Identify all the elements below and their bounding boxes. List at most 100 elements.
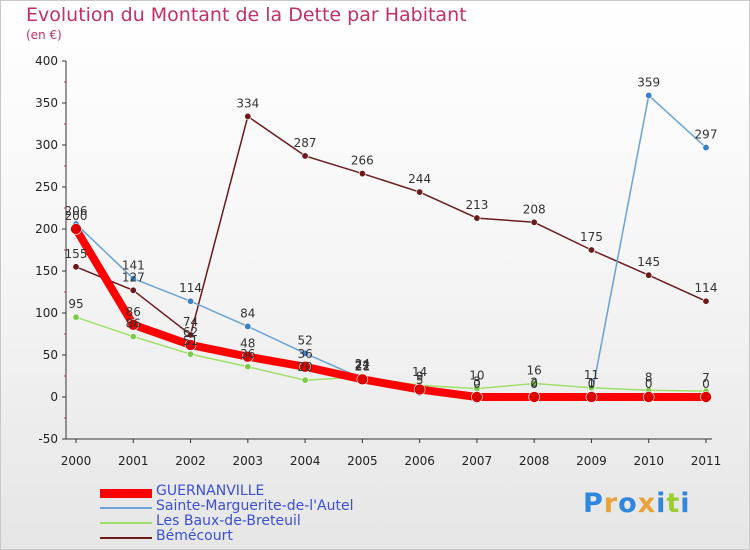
data-point [129,286,137,294]
y-tick-label: 400 [35,54,58,68]
data-point [587,246,595,254]
y-tick-label: 200 [35,222,58,236]
data-point [416,188,424,196]
data-label: 244 [408,172,431,186]
data-point [301,349,309,357]
data-label: 2 [530,375,538,389]
data-label: 1 [588,376,596,390]
data-label: 155 [65,247,88,261]
legend-label: Les Baux-de-Breteuil [156,513,301,529]
data-label: 297 [695,128,718,142]
legend-swatch [100,488,152,498]
data-label: 287 [294,136,317,150]
data-point [244,112,252,120]
data-label: 0 [530,377,538,391]
data-label: 200 [65,209,88,223]
chart-title: Evolution du Montant de la Dette par Hab… [26,4,467,26]
data-label: 11 [584,368,599,382]
data-label: 206 [65,204,88,218]
data-label: 0 [645,377,653,391]
data-point [413,383,426,396]
x-tick-label: 2004 [290,454,321,468]
data-point [184,339,197,351]
data-label: 175 [580,230,603,244]
logo-letter: x [637,488,657,519]
series-line [75,316,707,392]
x-tick-label: 2005 [347,454,378,468]
data-point [72,263,80,271]
data-point [127,318,140,331]
legend-swatch [100,522,152,524]
x-tick-label: 2008 [519,454,550,468]
data-label: 0 [702,377,710,391]
data-point [299,360,311,373]
data-label: 9 [416,369,424,383]
x-tick-label: 2011 [691,454,722,468]
data-label: 359 [637,75,660,89]
data-label: 36 [297,347,312,361]
data-label: 3 [473,374,481,388]
data-point [187,350,195,358]
logo-letter: P [583,488,604,519]
data-point [129,275,137,283]
y-tick-label: 250 [35,180,58,194]
data-label: 95 [68,297,83,311]
data-label: 84 [240,306,255,320]
legend-label: Sainte-Marguerite-de-l'Autel [156,498,354,514]
data-label: 22 [355,359,370,373]
data-label: 114 [695,281,718,295]
data-point [70,223,82,235]
data-label: 48 [240,337,255,351]
y-tick-label: 150 [35,264,58,278]
data-point [301,152,309,160]
y-tick-label: -50 [38,432,58,446]
y-tick-label: 0 [50,390,58,404]
data-label: 36 [240,347,255,361]
x-tick-label: 2006 [404,454,435,468]
proxiti-logo: Proxiti [583,488,691,519]
data-point [645,91,653,99]
chart-subtitle: (en €) [26,28,62,42]
logo-letter: r [603,488,619,519]
x-tick-label: 2007 [462,454,493,468]
x-tick-label: 2000 [61,454,92,468]
data-label: 16 [527,364,542,378]
data-point [471,391,483,403]
logo-letter: i [656,488,667,519]
legend-label: GUERNANVILLE [156,483,265,499]
data-label: 0 [588,377,596,391]
data-label: 86 [126,317,141,331]
series-line [75,115,707,336]
data-point [242,350,254,363]
data-label: 208 [523,202,546,216]
data-label: 114 [179,281,202,295]
data-label: 52 [297,333,312,347]
data-point [642,391,655,403]
data-point [72,313,80,321]
x-tick-label: 2010 [633,454,664,468]
data-point [645,271,653,279]
data-label: 127 [122,270,145,284]
data-point [244,363,252,371]
data-label: 213 [465,198,488,212]
data-label: 62 [183,325,198,339]
data-label: 141 [122,259,145,273]
data-point [587,384,595,392]
data-point [356,373,369,386]
logo-letter: i [680,488,691,519]
logo-letter: o [618,488,638,519]
series-line [75,94,707,397]
legend-swatch [100,507,152,509]
data-label: 0 [473,377,481,391]
data-point [530,380,538,388]
data-label: 86 [126,305,141,319]
y-tick-label: 50 [43,348,58,362]
y-tick-label: 300 [35,138,58,152]
x-tick-label: 2003 [233,454,264,468]
data-point [129,333,137,341]
data-label: 8 [645,370,653,384]
data-point [358,170,366,178]
data-point [530,218,538,226]
